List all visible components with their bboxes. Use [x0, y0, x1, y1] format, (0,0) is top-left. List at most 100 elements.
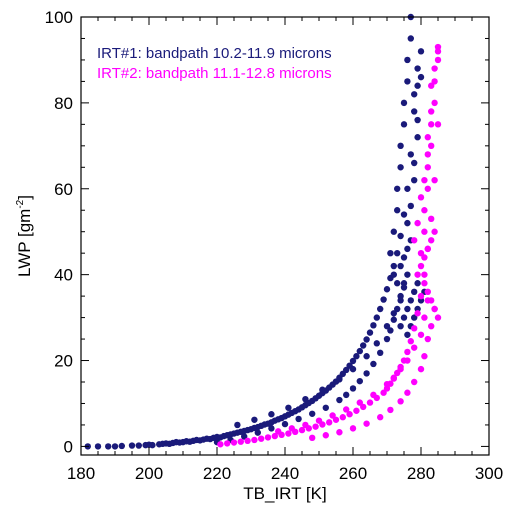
data-point-series-2 — [302, 421, 309, 429]
data-point-series-2 — [275, 428, 282, 435]
data-point-series-1 — [309, 410, 316, 417]
data-point-series-2 — [431, 78, 438, 85]
data-point-series-2 — [346, 411, 353, 418]
data-point-series-2 — [343, 406, 350, 413]
data-point-series-2 — [424, 134, 431, 141]
data-point-series-2 — [309, 434, 316, 442]
data-point-series-2 — [336, 429, 343, 436]
legend-series-2: IRT#2: bandpath 11.1-12.8 microns — [97, 65, 332, 82]
data-point-series-1 — [380, 296, 387, 303]
data-point-series-1 — [411, 91, 418, 98]
data-point-series-2 — [424, 185, 431, 192]
data-point-series-2 — [421, 254, 428, 261]
data-point-series-1 — [414, 134, 421, 141]
data-point-series-2 — [285, 430, 292, 437]
data-point-series-2 — [356, 399, 363, 406]
x-tick-label: 280 — [407, 464, 435, 483]
y-tick-label: 80 — [54, 94, 73, 113]
data-point-series-1 — [322, 404, 329, 411]
data-point-series-1 — [285, 404, 292, 411]
data-point-series-1 — [343, 366, 350, 374]
data-point-series-2 — [431, 305, 438, 313]
data-point-series-1 — [404, 331, 411, 338]
x-tick-label: 260 — [339, 464, 367, 483]
data-point-series-2 — [421, 314, 428, 321]
y-axis-label-main: LWP [gm — [15, 209, 34, 277]
data-point-series-2 — [312, 423, 319, 430]
data-point-series-1 — [397, 232, 404, 240]
data-point-series-2 — [424, 245, 431, 253]
data-point-series-1 — [234, 421, 241, 429]
data-point-series-2 — [411, 237, 418, 244]
data-point-series-1 — [400, 121, 408, 128]
data-point-series-2 — [434, 56, 442, 64]
data-point-series-1 — [370, 322, 377, 329]
data-point-series-2 — [421, 176, 428, 184]
data-point-series-2 — [428, 142, 435, 150]
data-point-series-2 — [349, 425, 357, 432]
data-point-series-2 — [434, 314, 442, 321]
y-tick-label: 40 — [54, 266, 73, 285]
data-point-series-2 — [360, 403, 367, 411]
data-point-series-1 — [370, 360, 377, 368]
data-point-series-2 — [417, 331, 425, 338]
x-axis-label: TB_IRT [K] — [243, 484, 326, 503]
data-point-series-2 — [428, 121, 435, 128]
data-point-series-2 — [417, 262, 425, 270]
data-point-series-1 — [111, 443, 119, 450]
x-tick-label: 180 — [67, 464, 95, 483]
data-point-series-1 — [251, 416, 258, 423]
data-point-series-2 — [326, 419, 333, 426]
data-point-series-1 — [366, 329, 374, 336]
data-point-series-1 — [394, 249, 401, 257]
data-point-series-2 — [404, 357, 411, 364]
data-point-series-2 — [431, 176, 438, 184]
data-point-series-2 — [434, 121, 442, 128]
data-point-series-1 — [404, 56, 411, 64]
y-tick-label: 0 — [64, 437, 73, 456]
data-point-series-2 — [217, 441, 224, 448]
data-point-series-1 — [135, 442, 142, 449]
y-tick-label: 20 — [54, 352, 73, 371]
data-point-series-1 — [105, 443, 112, 450]
data-point-series-1 — [336, 376, 343, 383]
data-point-series-1 — [281, 420, 289, 428]
data-point-series-1 — [363, 353, 370, 360]
data-point-series-1 — [414, 65, 421, 72]
data-point-series-2 — [366, 399, 374, 406]
data-point-series-2 — [363, 420, 370, 427]
data-point-series-2 — [414, 310, 421, 317]
data-point-series-2 — [387, 406, 394, 414]
data-point-series-2 — [404, 348, 411, 356]
data-point-series-1 — [414, 280, 421, 287]
data-point-series-1 — [407, 202, 414, 210]
data-point-series-1 — [404, 271, 411, 278]
data-point-series-1 — [397, 164, 404, 171]
data-point-series-2 — [370, 391, 377, 399]
data-point-series-2 — [424, 151, 431, 158]
data-point-series-2 — [397, 398, 404, 405]
data-point-series-2 — [417, 194, 425, 201]
data-point-series-1 — [417, 48, 425, 55]
data-point-series-2 — [383, 380, 391, 388]
data-point-series-2 — [271, 432, 278, 440]
data-point-series-1 — [390, 262, 397, 270]
data-point-series-1 — [411, 314, 418, 321]
data-point-series-1 — [397, 297, 404, 304]
data-point-series-1 — [383, 322, 391, 330]
y-axis-label-superscript: -2 — [15, 199, 26, 208]
data-point-series-2 — [329, 412, 336, 419]
data-point-series-1 — [407, 151, 414, 158]
data-point-series-1 — [356, 377, 363, 385]
data-point-series-1 — [349, 365, 357, 373]
y-tick-label: 100 — [45, 8, 73, 27]
data-point-series-2 — [404, 389, 411, 396]
data-point-series-1 — [336, 396, 343, 404]
data-point-series-1 — [268, 425, 275, 432]
data-point-series-1 — [390, 228, 397, 235]
data-point-series-1 — [387, 249, 394, 257]
data-point-series-2 — [417, 365, 425, 373]
data-point-series-2 — [264, 434, 272, 441]
data-point-series-2 — [428, 82, 435, 89]
